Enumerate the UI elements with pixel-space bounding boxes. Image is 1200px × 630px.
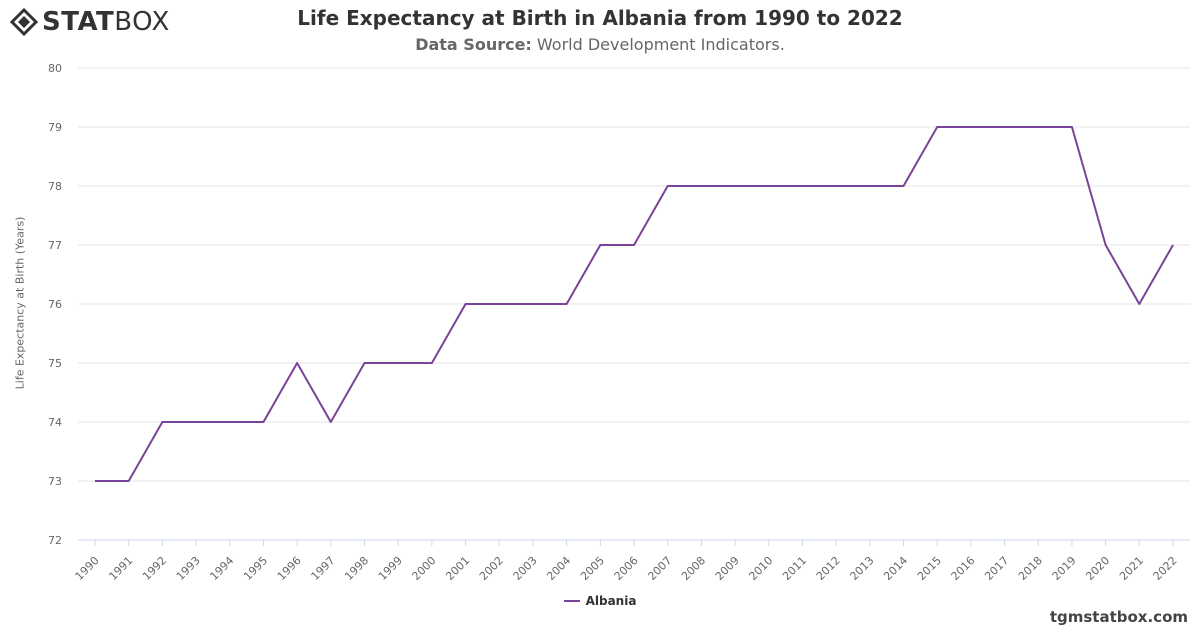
source-value: World Development Indicators. <box>536 35 785 54</box>
x-tick-1991: 1991 <box>106 554 135 583</box>
y-tick-79: 79 <box>48 121 62 134</box>
x-tick-2003: 2003 <box>511 554 540 583</box>
logo-text-bold: STAT <box>42 7 115 37</box>
y-tick-72: 72 <box>48 534 62 547</box>
legend[interactable]: Albania <box>0 594 1200 608</box>
site-credit[interactable]: tgmstatbox.com <box>1049 608 1188 626</box>
chart-subtitle: Data Source: World Development Indicator… <box>0 35 1200 54</box>
y-tick-78: 78 <box>48 180 62 193</box>
x-tick-2014: 2014 <box>881 554 910 583</box>
x-tick-2002: 2002 <box>477 554 506 583</box>
x-tick-2006: 2006 <box>612 554 641 583</box>
x-tick-1993: 1993 <box>174 554 203 583</box>
x-tick-2020: 2020 <box>1083 554 1112 583</box>
x-tick-2015: 2015 <box>915 554 944 583</box>
y-tick-73: 73 <box>48 475 62 488</box>
x-tick-2001: 2001 <box>443 554 472 583</box>
x-tick-2013: 2013 <box>848 554 877 583</box>
x-tick-2011: 2011 <box>780 554 809 583</box>
x-tick-2010: 2010 <box>746 554 775 583</box>
y-tick-75: 75 <box>48 357 62 370</box>
x-tick-labels: 1990 1991 1992 1993 1994 1995 1996 1997 1998 1999… <box>73 554 1180 583</box>
x-tick-2022: 2022 <box>1151 554 1180 583</box>
y-tick-labels: 72 73 74 75 76 77 78 79 80 <box>48 62 62 547</box>
chart-title: Life Expectancy at Birth in Albania from… <box>297 6 903 30</box>
grid-lines <box>78 67 1190 546</box>
x-tick-1992: 1992 <box>140 554 169 583</box>
x-tick-2009: 2009 <box>713 554 742 583</box>
x-tick-2012: 2012 <box>814 554 843 583</box>
legend-label-albania: Albania <box>585 594 637 608</box>
x-tick-1998: 1998 <box>342 554 371 583</box>
x-tick-1994: 1994 <box>207 554 236 583</box>
series-group <box>94 126 1174 482</box>
logo-text-light: BOX <box>114 7 170 37</box>
statbox-logo[interactable]: STATBOX <box>10 8 170 36</box>
y-tick-77: 77 <box>48 239 62 252</box>
x-tick-2008: 2008 <box>679 554 708 583</box>
x-tick-1996: 1996 <box>275 554 304 583</box>
diamond-logo-icon <box>10 8 38 36</box>
x-tick-1995: 1995 <box>241 554 270 583</box>
x-tick-1999: 1999 <box>376 554 405 583</box>
y-tick-80: 80 <box>48 62 62 75</box>
source-label: Data Source: <box>415 35 532 54</box>
x-tick-2019: 2019 <box>1050 554 1079 583</box>
x-tick-2016: 2016 <box>949 554 978 583</box>
x-tick-2007: 2007 <box>645 554 674 583</box>
logo-text: STATBOX <box>42 8 170 36</box>
x-tick-1990: 1990 <box>73 554 102 583</box>
x-tick-2018: 2018 <box>1016 554 1045 583</box>
x-tick-2005: 2005 <box>578 554 607 583</box>
y-tick-74: 74 <box>48 416 62 429</box>
x-tick-2021: 2021 <box>1117 554 1146 583</box>
x-tick-2017: 2017 <box>982 554 1011 583</box>
y-tick-76: 76 <box>48 298 62 311</box>
x-tick-2000: 2000 <box>410 554 439 583</box>
legend-swatch <box>563 600 580 602</box>
x-tick-1997: 1997 <box>309 554 338 583</box>
x-tick-2004: 2004 <box>544 554 573 583</box>
